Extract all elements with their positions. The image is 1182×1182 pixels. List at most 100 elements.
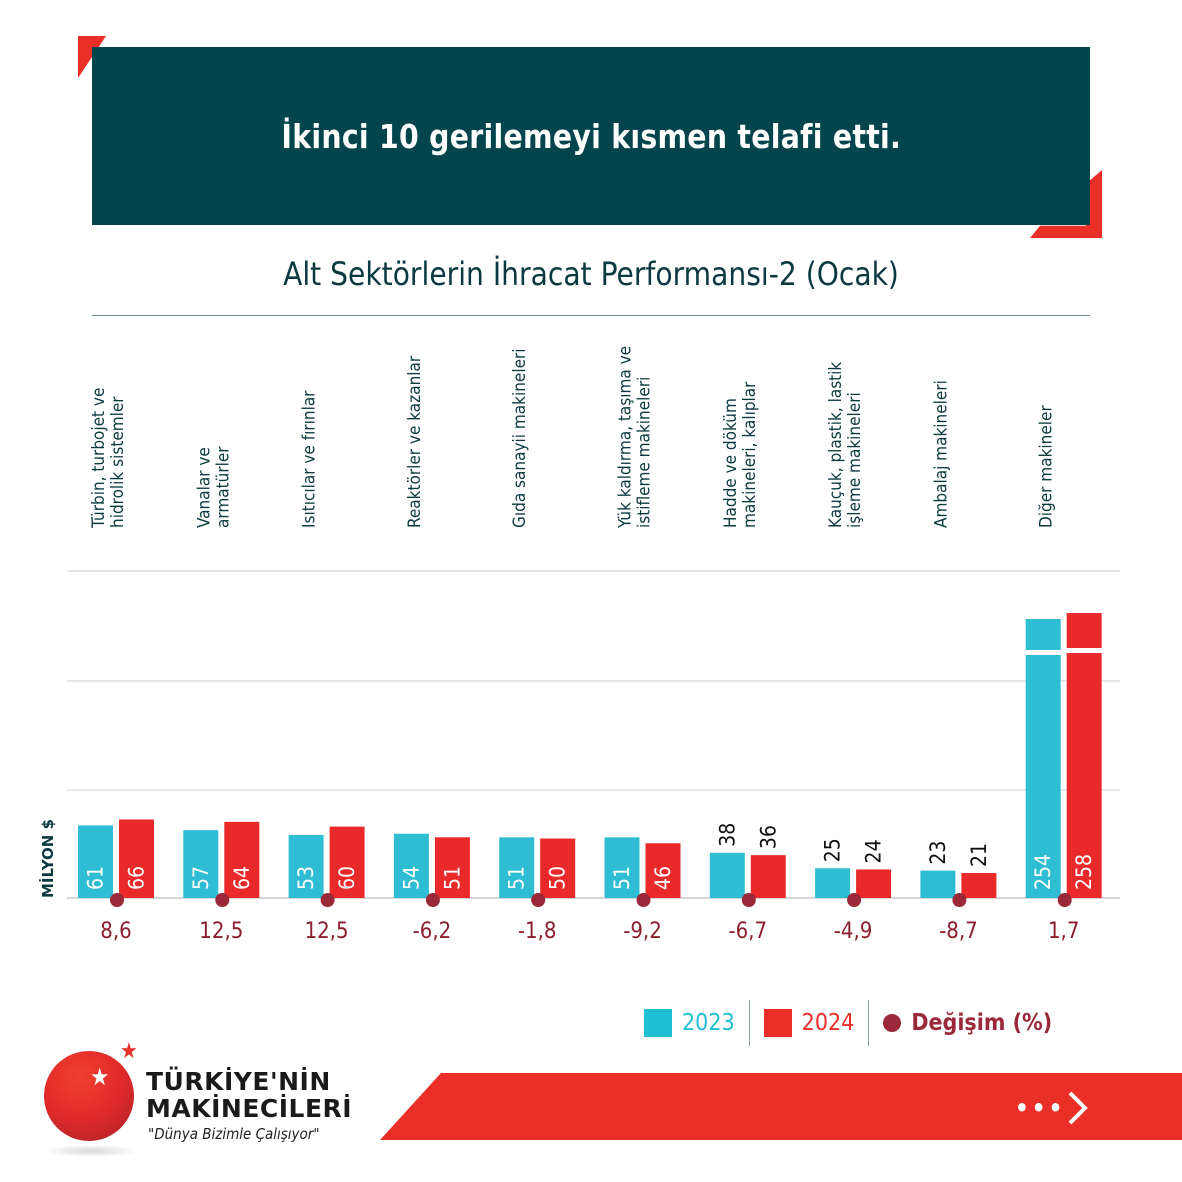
category-label: armatürler	[213, 446, 233, 528]
chart-title: Alt Sektörlerin İhracat Performansı-2 (O…	[283, 255, 899, 293]
change-dot	[741, 893, 756, 907]
legend: 2023 2024 Değişim (%)	[630, 1000, 1066, 1046]
value-label-2023: 25	[821, 838, 845, 862]
category-label: Gıda sanayii makineleri	[510, 348, 530, 528]
footer-bar	[380, 1073, 1182, 1140]
bar-2023	[183, 830, 219, 898]
change-dot	[531, 893, 546, 907]
legend-item-change: Değişim (%)	[869, 1010, 1066, 1036]
change-label: -9,2	[623, 919, 662, 944]
value-label-2023: 23	[926, 841, 950, 865]
change-dots	[110, 893, 1072, 907]
star-icon: ★	[90, 1063, 110, 1091]
value-label-2023: 38	[715, 823, 739, 847]
value-label-2023: 51	[610, 866, 634, 890]
logo-shadow	[46, 1145, 136, 1157]
bar-2024	[540, 838, 576, 898]
bar-2024	[329, 826, 365, 898]
category-label: istifleme makineleri	[635, 377, 655, 528]
category-label: Türbin, turbojet ve	[89, 388, 109, 529]
value-label-2023: 61	[84, 866, 108, 890]
bar-2024	[224, 821, 260, 898]
change-label: 12,5	[305, 919, 349, 944]
bar-2023	[499, 837, 535, 898]
legend-label-2024: 2024	[801, 1010, 855, 1036]
category-label: işleme makineleri	[845, 392, 865, 528]
dots-icon: •••	[1015, 1094, 1066, 1122]
change-dot	[320, 893, 335, 907]
legend-dot-change	[883, 1014, 902, 1032]
bar-2023	[604, 837, 640, 898]
category-label: Ambalaj makineleri	[931, 380, 951, 528]
change-label: -6,2	[413, 919, 452, 944]
bars: 61 66 57 64 53 60 54 51 51 50 51 46 38 36 25 24 23 21 254 2…	[78, 613, 1103, 898]
headline-banner: İkinci 10 gerilemeyi kısmen telafi etti.	[92, 47, 1090, 225]
category-label: makineleri, kalıplar	[740, 381, 760, 528]
change-dot	[636, 893, 651, 907]
change-dot	[952, 893, 967, 907]
value-label-2023: 254	[1031, 854, 1055, 890]
legend-swatch-2024	[763, 1009, 792, 1037]
change-dot	[847, 893, 862, 907]
bar-2023	[709, 852, 745, 898]
value-label-2023: 51	[505, 866, 529, 890]
logo: ★ ★ TÜRKİYE'NİN MAKİNECİLERİ "Dünya Bizi…	[40, 1041, 360, 1165]
category-label: Reaktörler ve kazanlar	[405, 355, 425, 528]
category-label: Vanalar ve	[194, 447, 214, 528]
bar-2024	[856, 869, 892, 898]
bar-2023	[1025, 619, 1061, 898]
logo-slogan: "Dünya Bizimle Çalışıyor"	[148, 1125, 320, 1143]
title-divider	[92, 315, 1090, 316]
value-label-2024: 258	[1072, 854, 1096, 890]
legend-divider	[748, 1000, 750, 1046]
logo-line-1: TÜRKİYE'NİN	[146, 1067, 331, 1096]
category-label: Yük kaldırma, taşıma ve	[616, 346, 636, 529]
bar-2024	[1066, 613, 1102, 898]
axis-break-mark	[1065, 648, 1103, 653]
value-label-2024: 51	[440, 866, 464, 890]
bar-2024	[961, 873, 997, 898]
value-label-2024: 46	[651, 866, 675, 890]
change-label: -8,7	[939, 919, 978, 944]
category-label: Kauçuk, plastik, lastik	[826, 362, 846, 528]
next-button[interactable]: •••	[1015, 1088, 1095, 1128]
star-icon: ★	[120, 1039, 138, 1064]
bar-2024	[119, 819, 154, 898]
category-label: hidrolik sistemler	[108, 396, 128, 528]
legend-label-2023: 2023	[682, 1010, 735, 1036]
bar-2024	[750, 855, 786, 898]
change-label: -1,8	[518, 919, 557, 944]
category-label: Diğer makineler	[1037, 405, 1057, 528]
legend-item-2023: 2023	[630, 1009, 749, 1037]
axis-break-mark	[1024, 650, 1062, 655]
legend-label-change: Değişim (%)	[911, 1010, 1053, 1036]
bar-2023	[288, 834, 324, 898]
value-label-2024: 50	[546, 866, 570, 890]
bar-2024	[434, 837, 470, 898]
change-labels: 8,6 12,5 12,5 -6,2 -1,8 -9,2 -6,7 -4,9 -8,7 1,7	[100, 919, 1079, 944]
value-label-2023: 57	[189, 866, 213, 890]
value-label-2024: 64	[230, 866, 254, 890]
change-dot	[110, 893, 124, 907]
change-label: 12,5	[199, 919, 243, 944]
change-label: 8,6	[100, 919, 131, 944]
value-label-2024: 24	[862, 839, 886, 863]
logo-globe-icon	[44, 1051, 134, 1141]
change-dot	[425, 893, 440, 907]
legend-swatch-2023	[644, 1009, 672, 1037]
value-label-2024: 60	[335, 866, 359, 890]
change-dot	[215, 893, 230, 907]
y-axis-label: MİLYON $	[38, 819, 57, 898]
category-label: Hadde ve döküm	[721, 398, 741, 528]
value-label-2024: 21	[967, 843, 991, 867]
category-labels: Türbin, turbojet ve hidrolik sistemler Van…	[89, 346, 1057, 529]
value-label-2023: 53	[294, 866, 318, 890]
headline-text: İkinci 10 gerilemeyi kısmen telafi etti.	[281, 116, 901, 156]
bar-2023	[393, 833, 429, 898]
chevron-right-icon	[1069, 1091, 1089, 1125]
value-label-2023: 54	[399, 866, 423, 890]
change-label: 1,7	[1048, 919, 1079, 944]
change-label: -6,7	[728, 919, 767, 944]
value-label-2024: 36	[756, 825, 780, 849]
bar-2023	[78, 825, 113, 898]
